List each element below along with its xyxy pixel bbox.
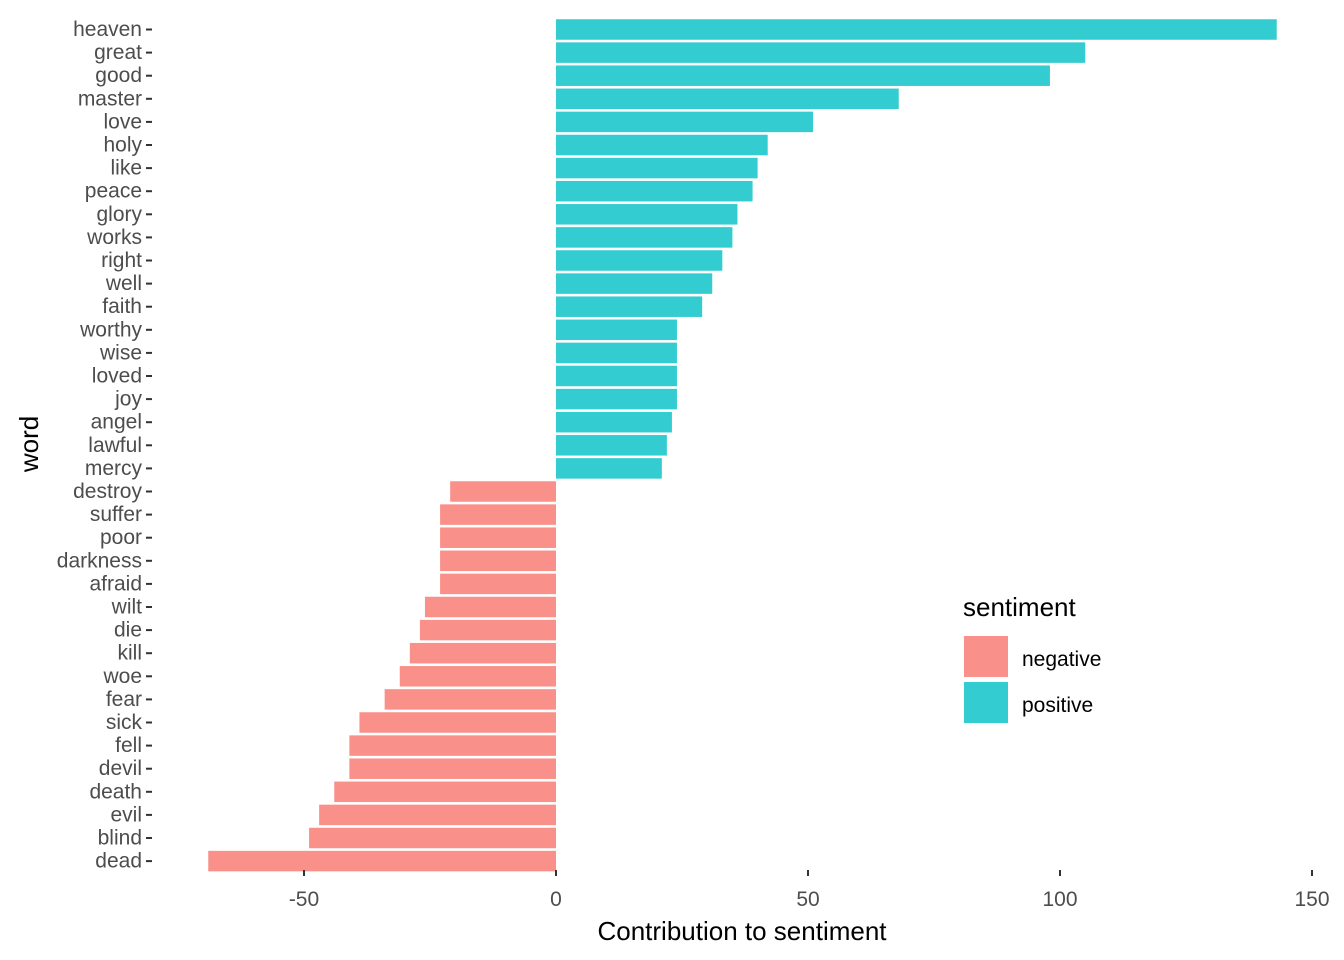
bar-master <box>556 88 899 110</box>
bar-faith <box>556 296 703 317</box>
bar-glory <box>556 204 738 225</box>
y-tick-label-devil: devil <box>99 757 142 780</box>
y-tick-label-angel: angel <box>91 411 142 434</box>
bar-darkness <box>440 550 556 572</box>
y-tick-label-like: like <box>110 157 142 180</box>
legend-key-positive <box>964 682 1008 723</box>
bar-lawful <box>556 435 667 456</box>
bar-blind <box>309 827 556 849</box>
y-tick-label-wilt: wilt <box>111 596 142 619</box>
y-tick-label-darkness: darkness <box>57 549 142 572</box>
y-tick-label-destroy: destroy <box>73 480 142 503</box>
bar-dead <box>208 850 557 872</box>
bar-afraid <box>440 573 556 595</box>
bar-woe <box>399 666 556 687</box>
y-axis: heavengreatgoodmasterloveholylikepeacegl… <box>57 18 152 873</box>
x-tick-label: 0 <box>550 888 562 911</box>
y-tick-label-die: die <box>114 619 142 642</box>
y-tick-label-holy: holy <box>103 134 142 157</box>
x-axis: -50 0 50 100 150 <box>289 870 1330 911</box>
y-tick-label-great: great <box>94 41 142 64</box>
y-tick-label-peace: peace <box>85 180 142 203</box>
x-tick-label: -50 <box>289 888 319 911</box>
bar-well <box>556 273 713 294</box>
bar-destroy <box>450 481 556 502</box>
y-tick-label-heaven: heaven <box>73 18 142 41</box>
y-tick-label-right: right <box>101 249 142 272</box>
y-tick-label-master: master <box>78 87 142 110</box>
y-tick-label-good: good <box>95 64 142 87</box>
legend-label-negative: negative <box>1022 648 1101 671</box>
legend-label-positive: positive <box>1022 694 1093 717</box>
bar-fell <box>349 735 556 756</box>
y-tick-label-joy: joy <box>114 388 142 411</box>
bar-death <box>334 781 556 803</box>
y-tick-label-dead: dead <box>95 850 142 873</box>
bar-angel <box>556 411 672 433</box>
bar-poor <box>440 527 556 548</box>
y-tick-label-evil: evil <box>110 803 142 826</box>
y-tick-label-poor: poor <box>100 526 142 549</box>
y-tick-label-blind: blind <box>98 827 142 850</box>
x-axis-title: Contribution to sentiment <box>597 916 887 946</box>
y-tick-label-well: well <box>105 272 142 295</box>
y-tick-label-woe: woe <box>102 665 142 688</box>
bar-worthy <box>556 319 677 341</box>
y-tick-label-glory: glory <box>96 203 142 226</box>
bar-loved <box>556 365 677 387</box>
bar-holy <box>556 134 768 156</box>
bar-kill <box>409 642 556 664</box>
y-tick-label-lawful: lawful <box>88 434 142 457</box>
bar-suffer <box>440 504 556 525</box>
y-tick-label-loved: loved <box>92 365 142 388</box>
bar-good <box>556 65 1050 86</box>
legend-key-negative <box>964 636 1008 677</box>
y-tick-label-works: works <box>86 226 142 249</box>
y-tick-label-love: love <box>103 110 142 133</box>
y-tick-label-afraid: afraid <box>89 572 142 595</box>
legend-title: sentiment <box>963 592 1076 622</box>
y-tick-label-kill: kill <box>118 642 143 665</box>
bar-wilt <box>424 596 556 618</box>
bar-like <box>556 157 758 179</box>
y-tick-label-fear: fear <box>106 688 142 711</box>
y-tick-label-wise: wise <box>99 341 142 364</box>
y-tick-label-fell: fell <box>115 734 142 757</box>
x-tick-label: 100 <box>1042 888 1077 911</box>
bar-heaven <box>556 19 1277 40</box>
y-tick-label-death: death <box>89 780 142 803</box>
bar-great <box>556 42 1086 63</box>
y-tick-label-suffer: suffer <box>90 503 142 526</box>
bar-fear <box>384 689 556 710</box>
y-tick-label-mercy: mercy <box>85 457 143 480</box>
legend: sentiment negative positive <box>963 592 1101 723</box>
y-axis-title: word <box>14 416 44 473</box>
bars-layer <box>208 19 1277 872</box>
bar-works <box>556 227 733 248</box>
x-tick-label: 150 <box>1294 888 1329 911</box>
bar-devil <box>349 758 556 779</box>
bar-love <box>556 111 814 133</box>
y-tick-label-sick: sick <box>106 711 143 734</box>
bar-die <box>419 619 556 641</box>
bar-right <box>556 250 723 271</box>
bar-peace <box>556 180 753 202</box>
y-tick-label-faith: faith <box>102 295 142 318</box>
bar-evil <box>319 804 556 826</box>
x-tick-label: 50 <box>796 888 819 911</box>
y-tick-label-worthy: worthy <box>79 318 142 341</box>
bar-sick <box>359 712 556 733</box>
bar-joy <box>556 388 677 410</box>
bar-wise <box>556 342 677 364</box>
bar-mercy <box>556 458 662 479</box>
